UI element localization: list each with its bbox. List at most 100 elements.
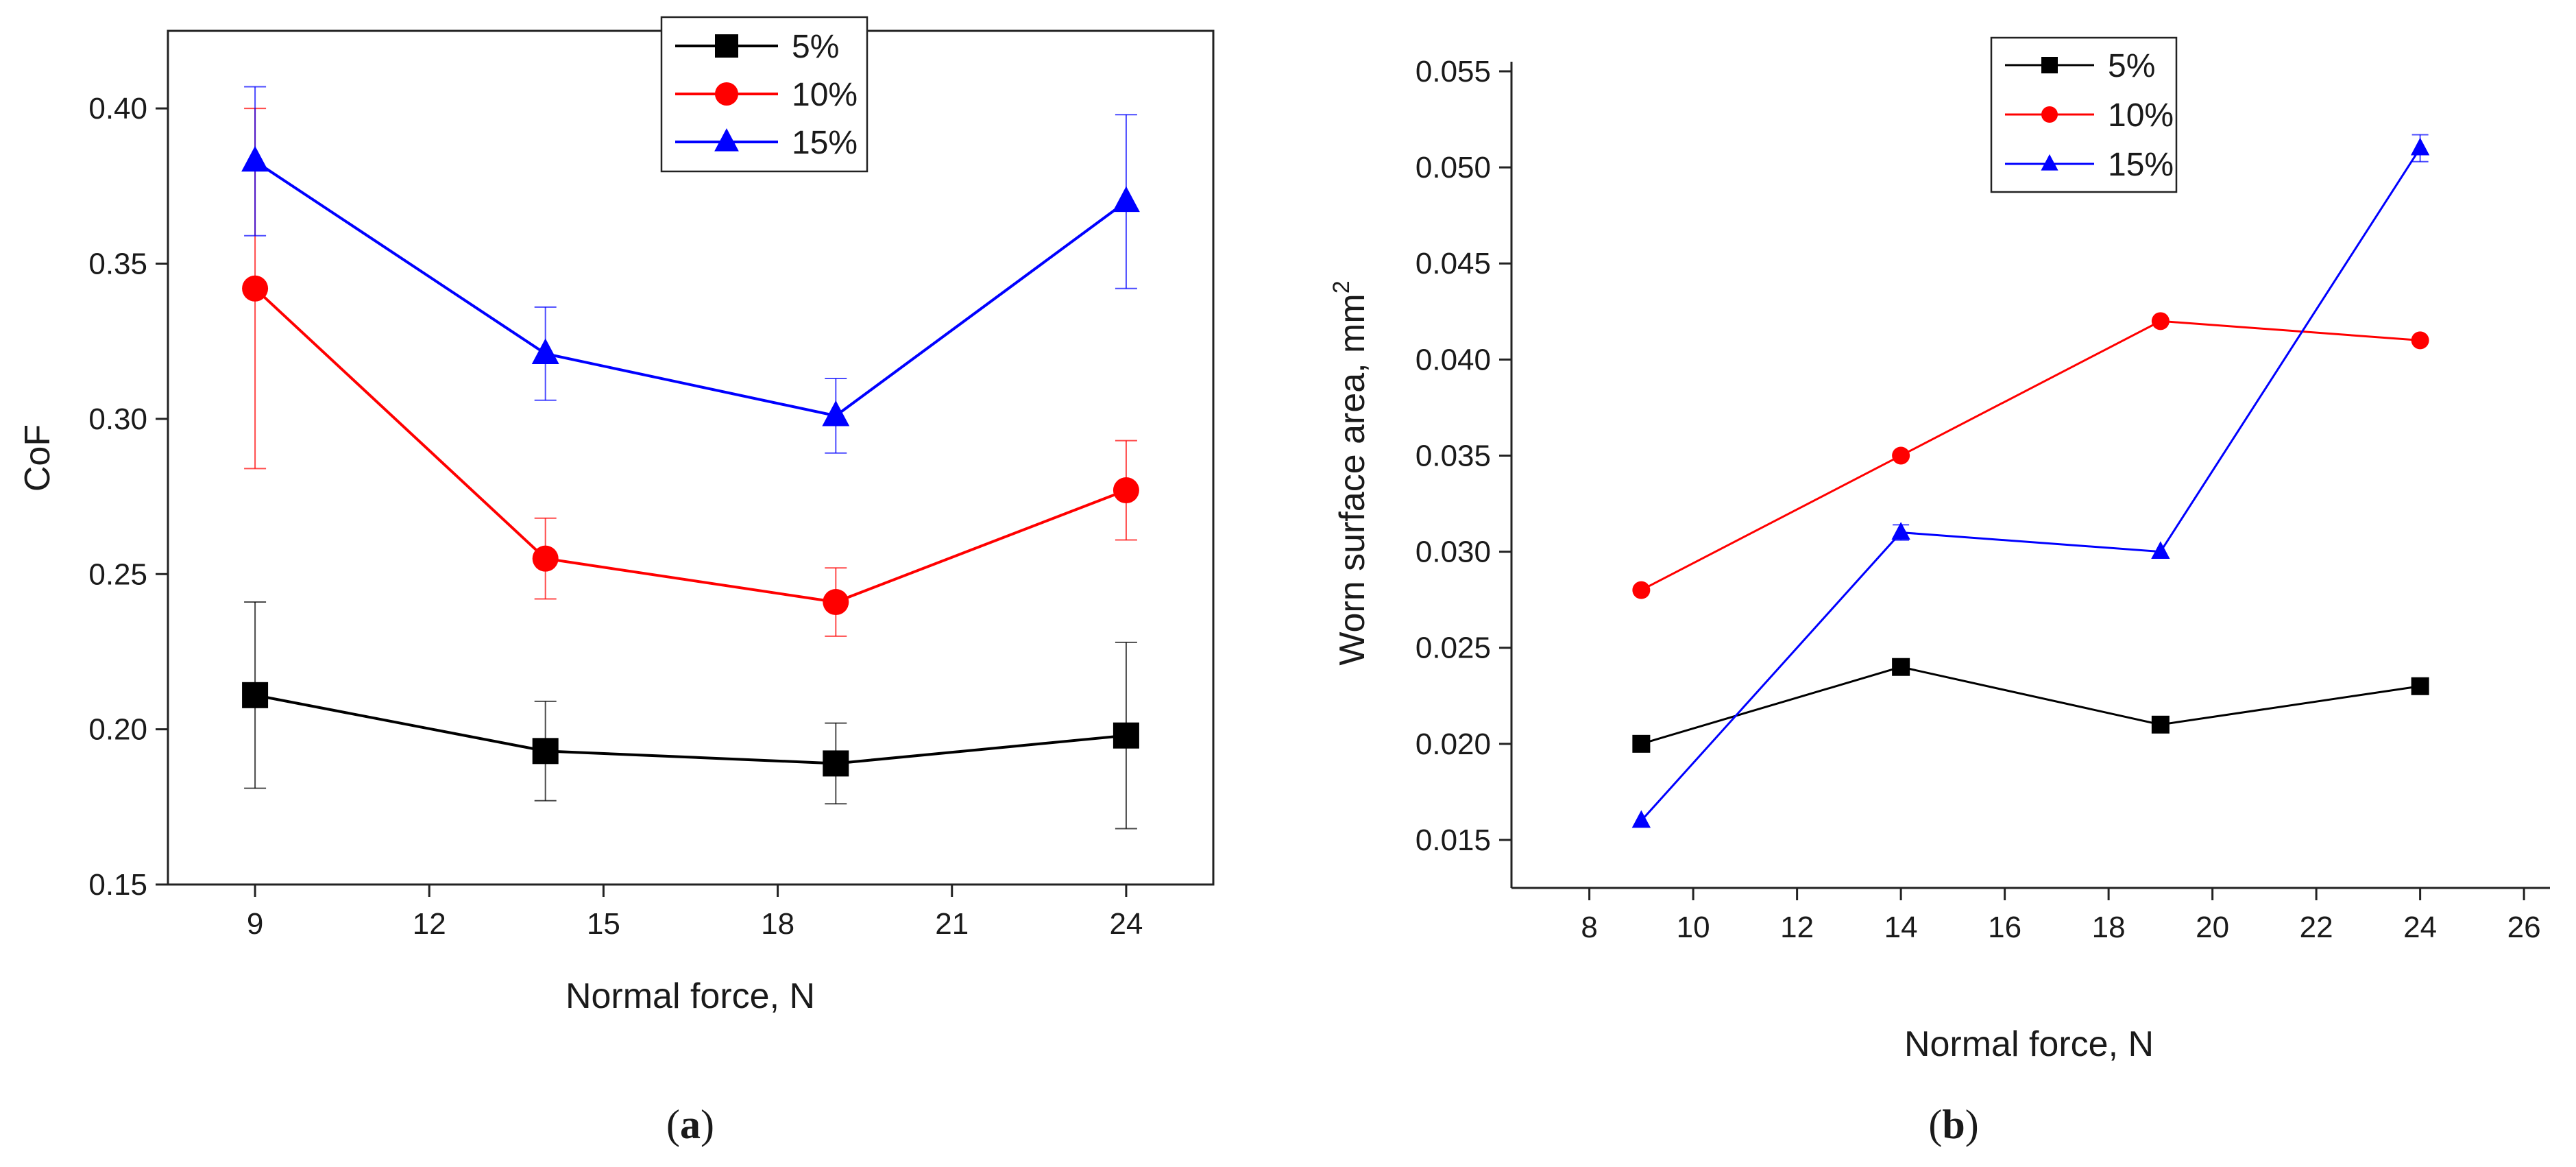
x-tick-label: 24 bbox=[1109, 907, 1143, 941]
axis-ticks-b: 8 10 12 14 16 18 20 22 24 26 0.015 0.020 0.025 0.030 0… bbox=[1415, 55, 2541, 944]
legend-marker bbox=[2041, 154, 2058, 171]
data-point bbox=[242, 275, 269, 302]
x-tick-label: 16 bbox=[1988, 911, 2021, 944]
data-point bbox=[2411, 331, 2429, 350]
data-point bbox=[1892, 446, 1910, 465]
x-axis-title-a: Normal force, N bbox=[566, 976, 815, 1016]
chart-panel-a: 9 12 15 18 21 24 0.15 0.20 0.25 0.30 0.35 0.40 5% 10… bbox=[18, 16, 1215, 1147]
data-point bbox=[2410, 137, 2430, 156]
y-tick-label: 0.40 bbox=[88, 92, 147, 125]
legend-label: 15% bbox=[792, 125, 858, 161]
series-line bbox=[1640, 666, 2420, 745]
x-tick-label: 20 bbox=[2196, 911, 2229, 944]
x-tick-label: 24 bbox=[2403, 911, 2437, 944]
y-axis-title-b-sup: 2 bbox=[1328, 280, 1354, 293]
series-5pct bbox=[242, 601, 1139, 830]
x-tick-label: 12 bbox=[413, 907, 446, 941]
data-point bbox=[531, 338, 559, 364]
legend-item: 5% bbox=[2005, 48, 2155, 84]
x-tick-label: 18 bbox=[761, 907, 794, 941]
y-tick-label: 0.040 bbox=[1415, 343, 1491, 376]
legend-label: 5% bbox=[792, 29, 839, 65]
data-point bbox=[532, 738, 559, 765]
legend-item: 5% bbox=[675, 29, 839, 65]
legend-item: 15% bbox=[2005, 147, 2174, 183]
y-tick-label: 0.15 bbox=[88, 868, 147, 902]
data-point bbox=[1113, 722, 1139, 749]
x-tick-label: 21 bbox=[935, 907, 969, 941]
series-line bbox=[254, 693, 1127, 765]
series-10pct bbox=[1632, 312, 2429, 599]
series-group-b bbox=[1631, 134, 2430, 828]
data-point bbox=[1112, 186, 1140, 213]
legend-marker bbox=[714, 128, 739, 152]
legend-label: 10% bbox=[792, 77, 858, 113]
data-point bbox=[242, 682, 269, 708]
data-point bbox=[1632, 734, 1651, 753]
y-axis-title-b: Worn surface area, mm2 bbox=[1328, 280, 1372, 665]
legend-item: 10% bbox=[2005, 97, 2174, 134]
data-point bbox=[2411, 677, 2429, 695]
legend-marker bbox=[715, 34, 738, 58]
data-point bbox=[1891, 522, 1910, 540]
series-15pct bbox=[241, 86, 1140, 454]
data-point bbox=[1892, 658, 1910, 676]
x-tick-label: 9 bbox=[247, 907, 263, 941]
axis-ticks-a: 9 12 15 18 21 24 0.15 0.20 0.25 0.30 0.35 0.40 bbox=[88, 92, 1143, 941]
y-tick-label: 0.25 bbox=[88, 557, 147, 591]
y-tick-label: 0.30 bbox=[88, 402, 147, 436]
y-tick-label: 0.045 bbox=[1415, 247, 1491, 280]
data-point bbox=[532, 545, 559, 572]
series-group-a bbox=[241, 86, 1140, 830]
legend-marker bbox=[2041, 57, 2058, 73]
legend-a: 5% 10% 15% bbox=[660, 16, 868, 173]
y-tick-label: 0.050 bbox=[1415, 151, 1491, 184]
x-tick-label: 22 bbox=[2300, 911, 2333, 944]
y-tick-label: 0.015 bbox=[1415, 823, 1491, 857]
x-tick-label: 12 bbox=[1780, 911, 1814, 944]
series-5pct bbox=[1632, 658, 2429, 753]
data-point bbox=[2151, 312, 2170, 330]
legend-label: 15% bbox=[2108, 147, 2174, 183]
legend-marker bbox=[715, 82, 738, 106]
legend-label: 5% bbox=[2108, 48, 2155, 84]
series-15pct bbox=[1631, 134, 2430, 828]
y-axis-title-a: CoF bbox=[18, 424, 58, 492]
data-point bbox=[1113, 477, 1139, 504]
data-point bbox=[822, 400, 850, 426]
x-tick-label: 8 bbox=[1581, 911, 1597, 944]
legend-label: 10% bbox=[2108, 97, 2174, 134]
series-line bbox=[254, 160, 1128, 418]
series-line bbox=[1640, 320, 2420, 591]
x-tick-label: 18 bbox=[2092, 911, 2126, 944]
y-tick-label: 0.020 bbox=[1415, 727, 1491, 761]
x-tick-label: 26 bbox=[2507, 911, 2541, 944]
x-tick-label: 10 bbox=[1677, 911, 1710, 944]
panel-label-a: (a) bbox=[666, 1102, 714, 1147]
data-point bbox=[2151, 715, 2170, 734]
x-tick-label: 15 bbox=[587, 907, 620, 941]
data-point bbox=[1631, 810, 1651, 828]
legend-item: 15% bbox=[675, 125, 858, 161]
y-tick-label: 0.030 bbox=[1415, 536, 1491, 569]
data-point bbox=[241, 145, 269, 172]
y-tick-label: 0.35 bbox=[88, 248, 147, 281]
data-point bbox=[823, 750, 849, 777]
series-line bbox=[1640, 147, 2421, 821]
legend-item: 10% bbox=[675, 77, 858, 113]
data-point bbox=[2151, 541, 2170, 559]
x-tick-label: 14 bbox=[1884, 911, 1918, 944]
panel-label-b: (b) bbox=[1928, 1102, 1978, 1147]
data-point bbox=[1632, 581, 1651, 599]
legend-marker bbox=[2041, 106, 2058, 123]
y-tick-label: 0.055 bbox=[1415, 55, 1491, 88]
series-10pct bbox=[242, 108, 1139, 637]
y-tick-label: 0.025 bbox=[1415, 631, 1491, 665]
x-axis-title-b: Normal force, N bbox=[1904, 1024, 2154, 1064]
series-line bbox=[254, 287, 1127, 604]
chart-panel-b: 8 10 12 14 16 18 20 22 24 26 0.015 0.020 0.025 0.030 0… bbox=[1328, 36, 2550, 1147]
legend-b: 5% 10% 15% bbox=[1990, 36, 2178, 193]
data-point bbox=[823, 589, 849, 616]
